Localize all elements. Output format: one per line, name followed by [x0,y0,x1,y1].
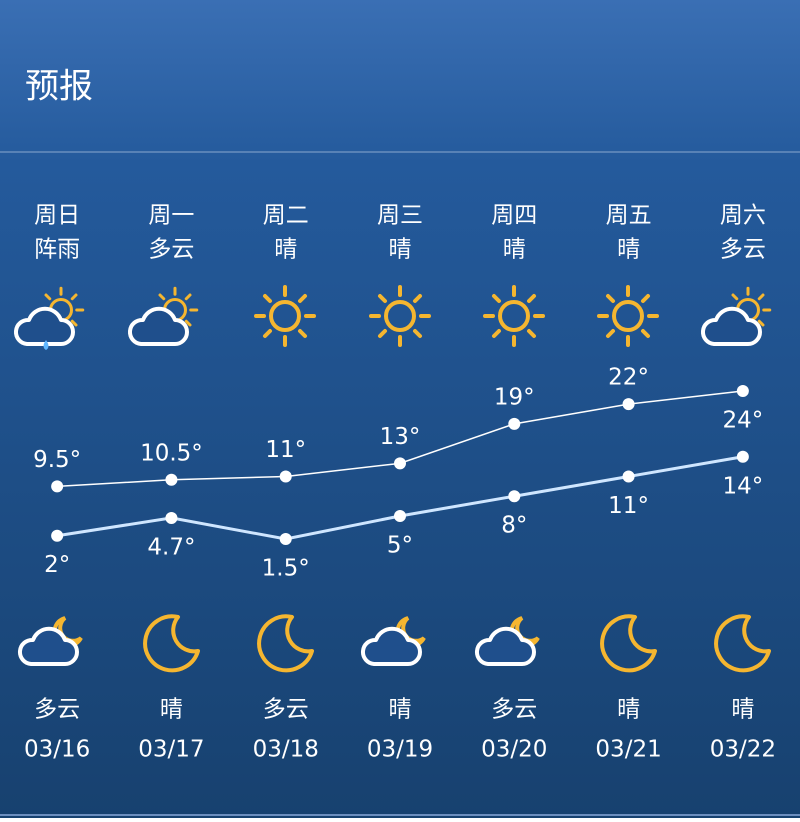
temp-label: 11° [608,493,649,519]
date: 03/21 [595,737,661,763]
temp-point [279,470,292,483]
temp-point [622,470,635,483]
night-weather: 多云 [34,697,80,723]
weekday: 周二 [263,203,309,229]
temp-point [51,480,64,493]
temp-label: 10.5° [140,440,203,466]
night-weather: 晴 [160,697,183,723]
date: 03/18 [253,737,319,763]
weekday: 周四 [491,203,537,229]
date: 03/20 [481,737,547,763]
temp-point [279,533,292,545]
temp-label: 19° [494,384,535,410]
night-weather: 多云 [263,697,309,723]
temp-label: 2° [44,552,70,578]
temp-label: 22° [608,365,649,391]
title: 预报 [25,67,93,107]
temp-label: 24° [722,408,763,434]
date: 03/19 [367,737,433,763]
temp-point [394,457,406,470]
date: 03/16 [24,737,90,763]
temp-point [736,450,749,463]
temp-label: 1.5° [262,556,310,582]
night-weather: 多云 [491,697,537,723]
temp-point [165,473,178,486]
temp-point [508,490,521,503]
temp-point [51,529,64,542]
date: 03/17 [138,737,204,763]
date: 03/22 [710,737,776,763]
temp-label: 14° [722,473,763,499]
day-weather: 晴 [503,237,526,263]
temp-label: 13° [380,424,421,450]
weekday: 周三 [377,203,423,229]
temp-label: 11° [265,437,306,463]
day-weather: 阵雨 [34,237,80,263]
day-weather: 多云 [148,237,194,263]
weekday: 周六 [720,203,766,229]
night-weather: 晴 [731,697,754,723]
night-weather: 晴 [617,697,640,723]
temp-point [165,511,178,524]
temp-label: 4.7° [147,534,195,560]
day-weather: 晴 [617,237,640,263]
day-weather: 多云 [720,237,766,263]
temp-label: 9.5° [33,447,81,473]
weekday: 周五 [606,203,652,229]
temp-point [394,509,406,522]
day-weather: 晴 [389,237,412,263]
temp-point [622,398,635,411]
temp-point [508,417,521,430]
weekday: 周日 [34,203,80,229]
day-weather: 晴 [274,237,297,263]
weekday: 周一 [148,203,194,229]
temp-point [736,385,749,397]
temp-label: 5° [387,532,413,558]
night-weather: 晴 [389,697,412,723]
temp-label: 8° [501,513,527,539]
